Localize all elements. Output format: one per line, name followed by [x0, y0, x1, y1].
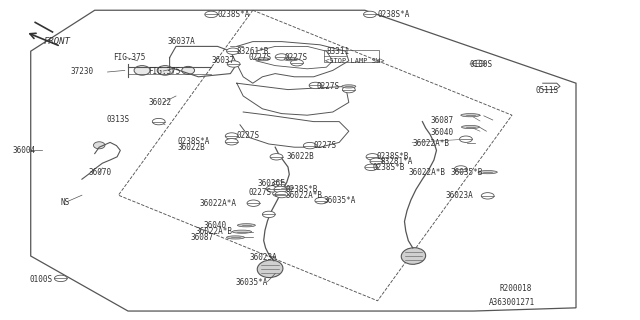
- Text: 0100S: 0100S: [470, 60, 493, 69]
- Ellipse shape: [284, 58, 298, 61]
- Ellipse shape: [461, 114, 480, 117]
- Circle shape: [262, 211, 275, 218]
- Circle shape: [225, 139, 238, 145]
- Circle shape: [270, 154, 283, 160]
- Text: 36035*A: 36035*A: [236, 278, 268, 287]
- Text: 36087: 36087: [430, 116, 453, 125]
- Circle shape: [273, 181, 285, 187]
- Text: 36022A*B: 36022A*B: [195, 227, 232, 236]
- Text: 36022A*B: 36022A*B: [285, 191, 323, 200]
- Text: 0227S: 0227S: [285, 53, 308, 62]
- Text: A363001271: A363001271: [489, 298, 535, 307]
- Circle shape: [370, 158, 383, 164]
- Circle shape: [481, 193, 494, 199]
- Ellipse shape: [255, 58, 269, 61]
- Ellipse shape: [478, 171, 497, 174]
- Circle shape: [342, 86, 355, 93]
- Text: 0227S: 0227S: [314, 141, 337, 150]
- Text: FIG.375: FIG.375: [113, 53, 145, 62]
- Text: 36022B: 36022B: [178, 143, 205, 152]
- Text: 0100S: 0100S: [29, 275, 52, 284]
- Text: FRONT: FRONT: [44, 37, 70, 46]
- Text: 0227S: 0227S: [248, 53, 271, 62]
- Circle shape: [152, 118, 165, 125]
- Text: 0238S*A: 0238S*A: [378, 10, 410, 19]
- Circle shape: [454, 166, 467, 172]
- Text: 36004: 36004: [13, 146, 36, 155]
- Text: 0511S: 0511S: [535, 86, 558, 95]
- Ellipse shape: [277, 187, 294, 190]
- Text: 83311: 83311: [326, 47, 349, 56]
- Text: 0238S*B: 0238S*B: [376, 152, 409, 161]
- Ellipse shape: [257, 260, 283, 277]
- Ellipse shape: [182, 66, 195, 74]
- Text: 36023A: 36023A: [445, 191, 473, 200]
- Text: 0238S*B: 0238S*B: [285, 185, 318, 194]
- Text: 36040: 36040: [204, 221, 227, 230]
- Circle shape: [365, 164, 378, 171]
- Ellipse shape: [342, 85, 356, 88]
- Circle shape: [247, 200, 260, 206]
- Text: R200018: R200018: [499, 284, 532, 293]
- Text: 0238S*A: 0238S*A: [218, 10, 250, 19]
- Circle shape: [275, 54, 288, 60]
- Text: 0313S: 0313S: [106, 116, 129, 124]
- Ellipse shape: [401, 248, 426, 264]
- Circle shape: [273, 190, 285, 197]
- Text: 36035*B: 36035*B: [451, 168, 483, 177]
- Bar: [324, 50, 379, 62]
- Text: 36035*A: 36035*A: [323, 196, 356, 205]
- Text: 36023A: 36023A: [250, 253, 277, 262]
- Text: 36022A*B: 36022A*B: [412, 139, 449, 148]
- Circle shape: [472, 60, 485, 67]
- Ellipse shape: [237, 224, 255, 227]
- Ellipse shape: [232, 230, 252, 233]
- Text: 36037: 36037: [211, 56, 234, 65]
- Ellipse shape: [134, 66, 150, 75]
- Circle shape: [205, 11, 218, 18]
- Text: 36037A: 36037A: [168, 37, 195, 46]
- Text: 36040: 36040: [430, 128, 453, 137]
- Text: 36022B: 36022B: [287, 152, 314, 161]
- Circle shape: [54, 275, 67, 282]
- Text: 0238S*B: 0238S*B: [372, 163, 405, 172]
- Circle shape: [303, 142, 316, 149]
- Text: 36036F: 36036F: [257, 180, 285, 188]
- Circle shape: [460, 136, 472, 142]
- Circle shape: [366, 154, 379, 160]
- Circle shape: [309, 82, 322, 89]
- Text: 0227S: 0227S: [248, 188, 271, 197]
- Text: 0238S*A: 0238S*A: [178, 137, 211, 146]
- Text: NS: NS: [60, 198, 69, 207]
- Circle shape: [227, 61, 240, 67]
- Circle shape: [274, 186, 287, 193]
- Circle shape: [291, 60, 303, 66]
- Circle shape: [227, 48, 239, 54]
- Text: 36087: 36087: [191, 233, 214, 242]
- Text: 83281*A: 83281*A: [380, 157, 413, 166]
- Circle shape: [275, 191, 288, 198]
- Text: 36022A*B: 36022A*B: [408, 168, 445, 177]
- Text: 0227S: 0227S: [317, 82, 340, 91]
- Circle shape: [266, 186, 279, 192]
- Text: 36070: 36070: [88, 168, 111, 177]
- Text: 36022A*A: 36022A*A: [200, 199, 237, 208]
- Ellipse shape: [157, 66, 173, 75]
- Circle shape: [315, 197, 328, 204]
- Circle shape: [225, 133, 238, 139]
- Text: 36022: 36022: [148, 98, 172, 107]
- Text: 37230: 37230: [70, 68, 93, 76]
- Text: 83261*B: 83261*B: [237, 47, 269, 56]
- Text: 0227S: 0227S: [237, 132, 260, 140]
- Ellipse shape: [93, 142, 105, 149]
- Ellipse shape: [461, 125, 479, 129]
- Text: FIG.375: FIG.375: [148, 68, 181, 76]
- Text: <STOP LAMP SW>: <STOP LAMP SW>: [325, 58, 385, 64]
- Ellipse shape: [227, 236, 244, 239]
- Circle shape: [364, 11, 376, 18]
